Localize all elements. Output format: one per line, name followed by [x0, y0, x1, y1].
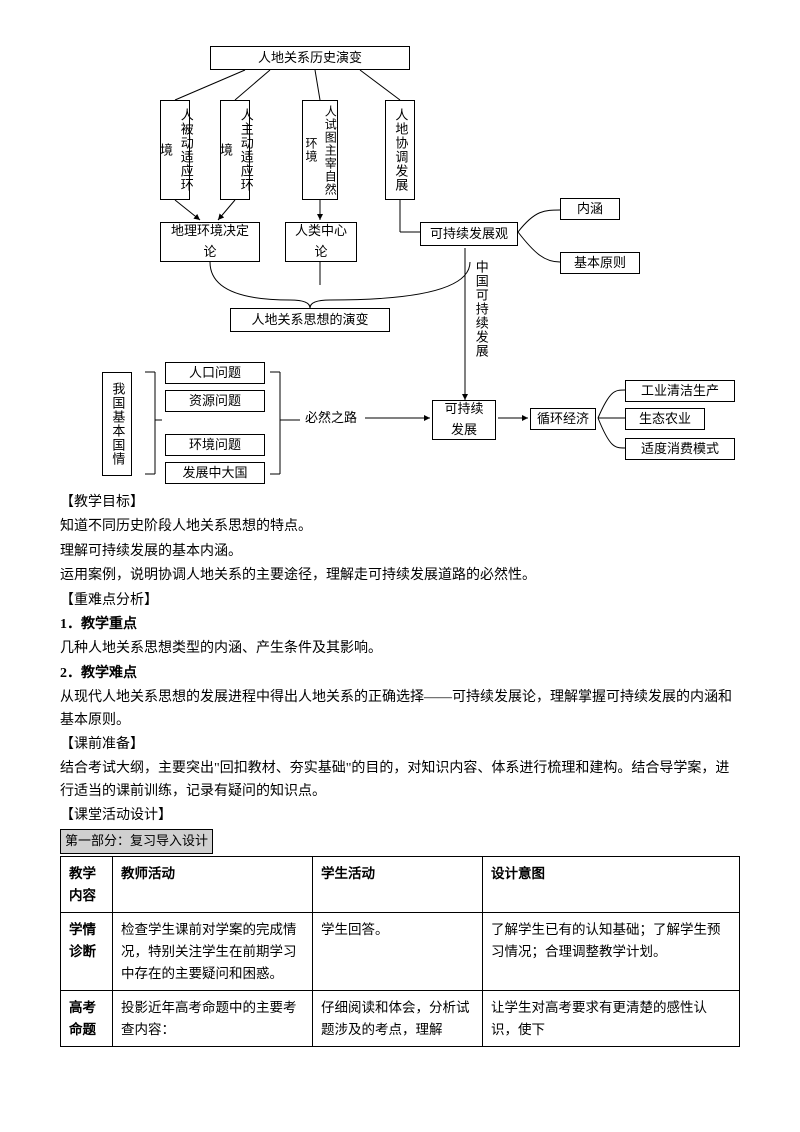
node-evo: 人地关系思想的演变: [230, 308, 390, 332]
node-v1: 人被动适应环境: [160, 100, 190, 200]
node-shidu: 适度消费模式: [625, 438, 735, 460]
node-jiben: 基本原则: [560, 252, 640, 274]
node-fazhan-daguo: 发展中大国: [165, 462, 265, 484]
para-obj-2: 理解可持续发展的基本内涵。: [60, 541, 740, 563]
cell-r1c3: 学生回答。: [313, 913, 483, 991]
heading-activity: 【课堂活动设计】: [60, 805, 740, 827]
cell-r2c1: 高考命题: [61, 991, 113, 1047]
table-row: 学情诊断 检查学生课前对学案的完成情况，特别关注学生在前期学习中存在的主要疑问和…: [61, 913, 740, 991]
label-biran: 必然之路: [305, 408, 357, 429]
th-student: 学生活动: [313, 857, 483, 913]
th-content: 教学内容: [61, 857, 113, 913]
node-anthro: 人类中心论: [285, 222, 357, 262]
para-prep: 结合考试大纲，主要突出"回扣教材、夯实基础"的目的，对知识内容、体系进行梳理和建…: [60, 758, 740, 803]
node-xunhuan: 循环经济: [530, 408, 596, 430]
heading-objectives: 【教学目标】: [60, 492, 740, 514]
node-v3: 人试图主宰自然环境: [302, 100, 338, 200]
table-header-row: 教学内容 教师活动 学生活动 设计意图: [61, 857, 740, 913]
node-gongye: 工业清洁生产: [625, 380, 735, 402]
node-guoqing: 我国基本国情: [102, 372, 132, 476]
text-body: 【教学目标】 知道不同历史阶段人地关系思想的特点。 理解可持续发展的基本内涵。 …: [60, 492, 740, 1047]
node-sust-dev: 可持续发展: [432, 400, 496, 440]
concept-diagram: 人地关系历史演变 人被动适应环境 人主动适应环境 人试图主宰自然环境 人地协调发…: [60, 0, 740, 490]
node-top: 人地关系历史演变: [210, 46, 410, 70]
heading-prep: 【课前准备】: [60, 734, 740, 756]
cell-r2c3: 仔细阅读和体会，分析试题涉及的考点，理解: [313, 991, 483, 1047]
subheading-key: 1．教学重点: [60, 614, 740, 636]
node-geo-det: 地理环境决定论: [160, 222, 260, 262]
cell-r2c2: 投影近年高考命题中的主要考查内容：: [113, 991, 313, 1047]
para-difficult: 从现代人地关系思想的发展进程中得出人地关系的正确选择——可持续发展论，理解掌握可…: [60, 687, 740, 732]
section-band: 第一部分：复习导入设计: [60, 829, 213, 854]
node-v2: 人主动适应环境: [220, 100, 250, 200]
para-obj-3: 运用案例，说明协调人地关系的主要途径，理解走可持续发展道路的必然性。: [60, 565, 740, 587]
subheading-difficult: 2．教学难点: [60, 663, 740, 685]
cell-r1c2: 检查学生课前对学案的完成情况，特别关注学生在前期学习中存在的主要疑问和困惑。: [113, 913, 313, 991]
label-china-path: 中国可持续发展: [470, 260, 491, 358]
para-obj-1: 知道不同历史阶段人地关系思想的特点。: [60, 516, 740, 538]
node-renkou: 人口问题: [165, 362, 265, 384]
node-ziyuan: 资源问题: [165, 390, 265, 412]
node-sust-view: 可持续发展观: [420, 222, 518, 246]
para-key: 几种人地关系思想类型的内涵、产生条件及其影响。: [60, 638, 740, 660]
th-teacher: 教师活动: [113, 857, 313, 913]
node-v4: 人地协调发展: [385, 100, 415, 200]
cell-r2c4: 让学生对高考要求有更清楚的感性认识，使下: [483, 991, 740, 1047]
lesson-table: 教学内容 教师活动 学生活动 设计意图 学情诊断 检查学生课前对学案的完成情况，…: [60, 856, 740, 1047]
th-intent: 设计意图: [483, 857, 740, 913]
node-shengtai: 生态农业: [625, 408, 705, 430]
heading-keypoints: 【重难点分析】: [60, 590, 740, 612]
node-huanjing: 环境问题: [165, 434, 265, 456]
cell-r1c4: 了解学生已有的认知基础；了解学生预习情况；合理调整教学计划。: [483, 913, 740, 991]
node-neihan: 内涵: [560, 198, 620, 220]
cell-r1c1: 学情诊断: [61, 913, 113, 991]
table-row: 高考命题 投影近年高考命题中的主要考查内容： 仔细阅读和体会，分析试题涉及的考点…: [61, 991, 740, 1047]
